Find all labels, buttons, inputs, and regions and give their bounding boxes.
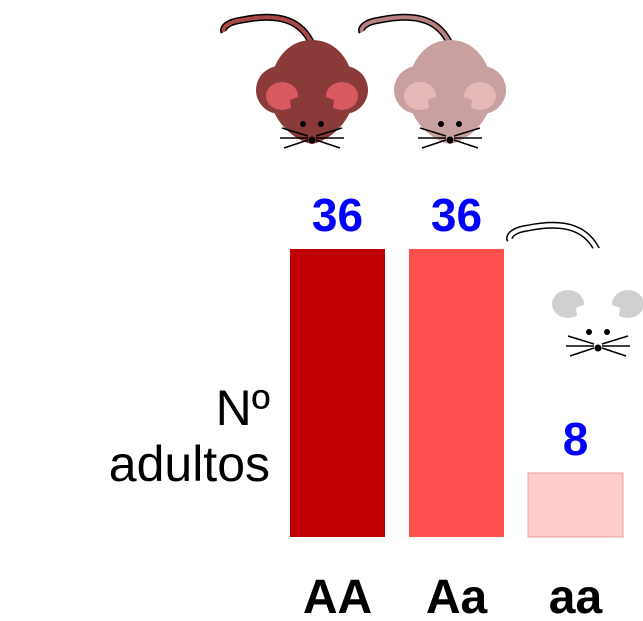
x-tick-label: aa: [549, 571, 603, 621]
x-tick-label: Aa: [426, 571, 488, 621]
mouse-icon: [510, 225, 643, 356]
value-label: 36: [431, 189, 482, 241]
mouse-icon: [362, 17, 506, 148]
bar: [527, 472, 624, 538]
bar: [409, 249, 504, 537]
y-axis-label: Nº adultos: [108, 380, 270, 492]
value-label: 36: [312, 189, 363, 241]
bar: [290, 249, 385, 537]
mouse-icon: [224, 17, 368, 148]
x-tick-label: AA: [303, 571, 372, 621]
value-label: 8: [563, 413, 589, 465]
